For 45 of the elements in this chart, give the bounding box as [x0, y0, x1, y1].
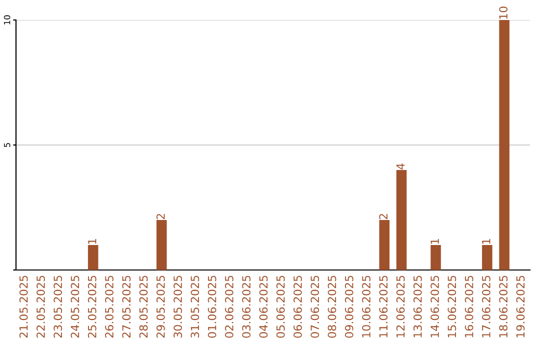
- bar: [156, 220, 167, 270]
- x-tick-label: 08.06.2025: [328, 276, 336, 338]
- data-label: 10: [499, 6, 508, 19]
- x-tick-label: 11.06.2025: [379, 276, 388, 338]
- bar: [88, 245, 98, 270]
- x-tick-label: 02.06.2025: [224, 276, 234, 338]
- x-tick-label: 04.06.2025: [259, 276, 268, 338]
- x-tick-label: 31.05.2025: [190, 276, 200, 338]
- x-tick-label: 14.06.2025: [430, 276, 439, 338]
- x-tick-label: 15.06.2025: [448, 276, 456, 338]
- x-tick-label: 16.06.2025: [464, 276, 474, 338]
- x-tick-label: 21.05.2025: [19, 276, 28, 338]
- bar: [499, 20, 510, 270]
- x-tick-label: 13.06.2025: [413, 276, 422, 338]
- x-tick-label: 19.06.2025: [516, 276, 525, 338]
- x-tick-label: 17.06.2025: [482, 276, 490, 338]
- x-tick-label: 22.05.2025: [36, 276, 45, 338]
- data-label: 2: [156, 214, 165, 220]
- x-tick-label: 01.06.2025: [208, 276, 216, 338]
- data-label: 1: [482, 238, 490, 244]
- x-tick-label: 29.05.2025: [156, 276, 165, 338]
- x-tick-label: 28.05.2025: [139, 276, 148, 338]
- x-tick-label: 23.05.2025: [54, 276, 62, 338]
- x-tick-label: 09.06.2025: [344, 276, 354, 338]
- x-tick-label: 12.06.2025: [396, 276, 405, 338]
- y-tick-label: 5: [4, 143, 10, 148]
- data-label: 2: [379, 214, 388, 220]
- bar: [430, 245, 441, 270]
- x-tick-label: 05.06.2025: [276, 276, 285, 338]
- x-tick-label: 26.05.2025: [105, 276, 114, 338]
- x-tick-label: 30.05.2025: [174, 276, 182, 338]
- data-label: 1: [430, 238, 439, 244]
- x-tick-label: 10.06.2025: [362, 276, 370, 338]
- x-tick-label: 06.06.2025: [294, 276, 302, 338]
- x-tick-label: 07.06.2025: [310, 276, 320, 338]
- data-label: 4: [396, 164, 405, 170]
- x-tick-label: 25.05.2025: [88, 276, 96, 338]
- x-tick-label: 27.05.2025: [122, 276, 131, 338]
- x-tick-label: 03.06.2025: [242, 276, 251, 338]
- data-label: 1: [88, 238, 96, 244]
- bar: [482, 245, 492, 270]
- x-tick-label: 24.05.2025: [70, 276, 80, 338]
- bar: [379, 220, 390, 270]
- bar: [396, 170, 407, 270]
- x-tick-label: 18.06.2025: [499, 276, 508, 338]
